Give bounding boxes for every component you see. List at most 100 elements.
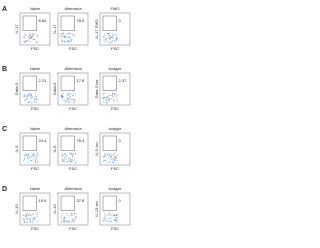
cell-dot: [32, 34, 34, 36]
cell-dot: [64, 37, 66, 39]
cell-dot: [69, 98, 71, 101]
cell-dot: [26, 154, 28, 156]
cell-dot: [61, 33, 63, 35]
plot-frame: [19, 192, 51, 226]
cell-dot: [64, 157, 66, 159]
cell-dot: [36, 34, 38, 36]
cell-dot: [111, 36, 113, 38]
cell-dot: [29, 95, 31, 97]
cell-dot: [69, 33, 71, 35]
plot-title: Isotype: [109, 186, 123, 191]
cell-dot: [36, 40, 38, 43]
cell-dot: [67, 39, 69, 41]
cell-dot: [111, 220, 113, 222]
cell-dot: [23, 36, 25, 38]
cell-dot: [36, 35, 38, 37]
cell-dot: [67, 157, 69, 159]
cell-dot: [60, 97, 62, 99]
cell-dot: [33, 33, 35, 36]
y-axis-label: IL-5: [14, 145, 19, 153]
cell-dot: [112, 159, 114, 161]
cell-dot: [70, 152, 72, 154]
cell-dot: [112, 153, 114, 156]
cell-dot: [103, 217, 105, 219]
gate: [22, 195, 37, 211]
cell-dot: [114, 152, 116, 154]
cell-dot: [112, 34, 114, 36]
cell-dot: [29, 33, 31, 35]
cell-dot: [109, 97, 111, 100]
cell-dot: [102, 92, 104, 94]
cell-dot: [25, 41, 28, 43]
cell-dot: [23, 160, 25, 162]
cell-dot: [36, 157, 38, 159]
cell-dot: [74, 218, 76, 220]
cell-dot: [36, 161, 39, 163]
cell-dot: [66, 220, 68, 222]
cell-dot: [60, 36, 62, 38]
plot-title: Naive: [30, 66, 41, 71]
cell-dot: [73, 221, 75, 223]
cell-dot: [33, 97, 35, 99]
cell-dot: [24, 39, 26, 42]
cell-dot: [23, 221, 26, 223]
cell-dot: [103, 213, 106, 215]
cell-dot: [70, 99, 72, 101]
cell-dot: [102, 36, 105, 38]
cell-dot: [106, 154, 108, 156]
y-axis-label: IL-13 Iso: [94, 200, 99, 216]
cell-dot: [28, 217, 30, 219]
gate: [102, 135, 117, 151]
cell-dot: [117, 216, 119, 219]
cell-dot: [107, 213, 110, 215]
x-axis-label: FSC: [111, 226, 119, 231]
cell-dot: [33, 38, 35, 40]
plot-frame: [57, 12, 89, 46]
cell-dot: [109, 39, 112, 41]
cell-dot: [71, 154, 73, 156]
cell-dot: [68, 221, 71, 223]
cell-dot: [113, 40, 115, 42]
cell-dot: [104, 152, 106, 154]
cell-dot: [68, 157, 70, 159]
cell-dot: [65, 35, 67, 38]
gate-value: 17.8: [77, 78, 86, 83]
cell-dot: [73, 212, 75, 215]
cell-dot: [75, 162, 77, 164]
cell-dot: [27, 35, 29, 38]
cell-dot: [36, 155, 38, 157]
cell-dot: [112, 99, 115, 101]
cell-dot: [60, 215, 62, 218]
cell-dot: [31, 213, 33, 216]
plot-title: FMO: [111, 6, 120, 11]
gate-value: 2.21: [39, 78, 48, 83]
cell-dot: [111, 155, 113, 158]
cell-dot: [106, 99, 108, 101]
cell-dot: [103, 39, 105, 41]
cell-dot: [23, 95, 25, 98]
cell-dot: [32, 35, 34, 37]
cell-dot: [114, 34, 117, 36]
cell-dot: [69, 152, 71, 154]
cell-dot: [63, 158, 65, 160]
cell-dot: [103, 160, 106, 162]
cell-dot: [28, 40, 31, 42]
x-axis-label: FSC: [69, 166, 77, 171]
cell-dot: [66, 98, 69, 101]
cell-dot: [30, 97, 32, 99]
cell-dot: [62, 40, 64, 42]
cell-dot: [69, 37, 71, 39]
cell-dot: [114, 217, 116, 220]
cell-dot: [29, 218, 31, 221]
cell-dot: [66, 94, 68, 96]
cell-dot: [109, 213, 112, 216]
cell-dot: [106, 220, 108, 222]
cell-dot: [32, 219, 34, 221]
cell-dot: [104, 154, 107, 156]
cell-dot: [35, 161, 37, 163]
gate-value: 8.84: [39, 18, 48, 23]
cell-dot: [29, 214, 31, 216]
cell-dot: [24, 155, 26, 157]
panel-letter: A: [2, 6, 7, 13]
cell-dot: [70, 160, 72, 163]
